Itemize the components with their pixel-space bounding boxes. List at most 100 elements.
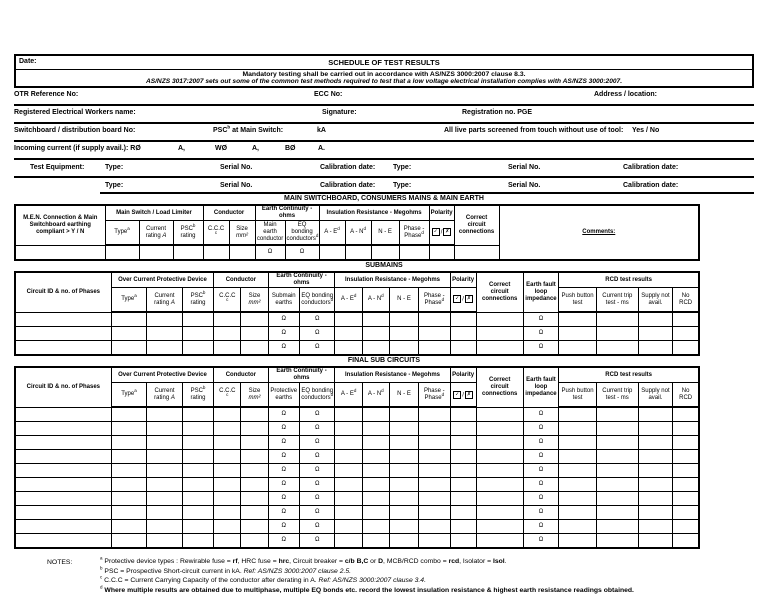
correct-circuit-cell[interactable] [475,449,524,465]
a-e-cell[interactable] [334,463,363,479]
current-trip-cell[interactable] [595,533,639,549]
a-n-cell[interactable] [361,311,390,328]
current-rating-cell[interactable] [146,505,183,521]
no-rcd-cell[interactable] [672,340,700,356]
a-n-cell[interactable] [361,435,390,451]
eq-bonding-ohm-cell[interactable]: Ω [298,311,336,328]
n-e-cell[interactable] [388,491,420,507]
eq-bonding-ohm-cell[interactable]: Ω [298,406,336,423]
eq-bonding-ohm-cell[interactable]: Ω [284,244,320,261]
supply-not-avail-cell[interactable] [637,340,674,356]
correct-circuit-cell[interactable] [475,491,524,507]
protective-earths-ohm-cell[interactable]: Ω [267,435,300,451]
no-rcd-cell[interactable] [672,463,700,479]
psc-rating-cell[interactable] [181,519,215,535]
earth-fault-loop-ohm-cell[interactable]: Ω [522,505,560,521]
phase-phase-cell[interactable] [418,519,451,535]
n-e-cell[interactable] [388,435,420,451]
n-e-cell[interactable] [388,421,420,437]
no-rcd-cell[interactable] [672,435,700,451]
protective-earths-ohm-cell[interactable]: Ω [267,463,300,479]
push-button-cell[interactable] [558,519,597,535]
polarity-cell[interactable] [449,491,477,507]
correct-circuit-cell[interactable] [475,477,524,493]
circuit-id-cell[interactable] [14,477,112,493]
current-rating-cell[interactable] [146,435,183,451]
correct-circuit-cell[interactable] [453,244,500,261]
ccc-cell[interactable] [213,435,242,451]
a-e-cell[interactable] [334,406,363,423]
phase-phase-cell[interactable] [398,244,430,261]
circuit-id-cell[interactable] [14,435,112,451]
circuit-id-cell[interactable] [14,505,112,521]
supply-not-avail-cell[interactable] [637,491,674,507]
size-cell[interactable] [228,244,256,261]
a-n-cell[interactable] [361,463,390,479]
phase-phase-cell[interactable] [418,463,451,479]
push-button-cell[interactable] [558,449,597,465]
correct-circuit-cell[interactable] [475,435,524,451]
type-cell[interactable] [110,421,148,437]
current-rating-cell[interactable] [146,326,183,342]
ccc-cell[interactable] [213,340,242,356]
size-cell[interactable] [240,449,269,465]
earth-fault-loop-ohm-cell[interactable]: Ω [522,491,560,507]
phase-phase-cell[interactable] [418,311,451,328]
ccc-cell[interactable] [202,244,230,261]
a-e-cell[interactable] [334,533,363,549]
no-rcd-cell[interactable] [672,406,700,423]
no-rcd-cell[interactable] [672,519,700,535]
psc-rating-cell[interactable] [181,477,215,493]
current-rating-cell[interactable] [146,421,183,437]
size-cell[interactable] [240,533,269,549]
correct-circuit-cell[interactable] [475,326,524,342]
a-n-cell[interactable] [344,244,372,261]
current-trip-cell[interactable] [595,519,639,535]
earth-fault-loop-ohm-cell[interactable]: Ω [522,463,560,479]
current-trip-cell[interactable] [595,406,639,423]
correct-circuit-cell[interactable] [475,311,524,328]
polarity-cell[interactable] [449,449,477,465]
supply-not-avail-cell[interactable] [637,435,674,451]
polarity-cell[interactable] [449,421,477,437]
a-n-cell[interactable] [361,406,390,423]
a-e-cell[interactable] [334,435,363,451]
correct-circuit-cell[interactable] [475,340,524,356]
phase-phase-cell[interactable] [418,406,451,423]
type-cell[interactable] [110,519,148,535]
earth-fault-loop-ohm-cell[interactable]: Ω [522,449,560,465]
a-n-cell[interactable] [361,449,390,465]
earth-fault-loop-ohm-cell[interactable]: Ω [522,533,560,549]
protective-earths-ohm-cell[interactable]: Ω [267,491,300,507]
push-button-cell[interactable] [558,505,597,521]
current-rating-cell[interactable] [146,449,183,465]
earth-fault-loop-ohm-cell[interactable]: Ω [522,326,560,342]
psc-rating-cell[interactable] [181,435,215,451]
circuit-id-cell[interactable] [14,449,112,465]
correct-circuit-cell[interactable] [475,505,524,521]
current-rating-cell[interactable] [146,533,183,549]
n-e-cell[interactable] [370,244,400,261]
type-cell[interactable] [110,491,148,507]
size-cell[interactable] [240,421,269,437]
push-button-cell[interactable] [558,326,597,342]
n-e-cell[interactable] [388,477,420,493]
type-cell[interactable] [104,244,140,261]
eq-bonding-ohm-cell[interactable]: Ω [298,463,336,479]
polarity-cell[interactable] [449,406,477,423]
size-cell[interactable] [240,435,269,451]
a-n-cell[interactable] [361,519,390,535]
type-cell[interactable] [110,505,148,521]
push-button-cell[interactable] [558,340,597,356]
psc-rating-cell[interactable] [181,491,215,507]
a-e-cell[interactable] [334,477,363,493]
current-rating-cell[interactable] [146,491,183,507]
type-cell[interactable] [110,533,148,549]
supply-not-avail-cell[interactable] [637,477,674,493]
phase-phase-cell[interactable] [418,533,451,549]
ccc-cell[interactable] [213,533,242,549]
ccc-cell[interactable] [213,326,242,342]
size-cell[interactable] [240,491,269,507]
polarity-cell[interactable] [449,505,477,521]
psc-rating-cell[interactable] [181,340,215,356]
